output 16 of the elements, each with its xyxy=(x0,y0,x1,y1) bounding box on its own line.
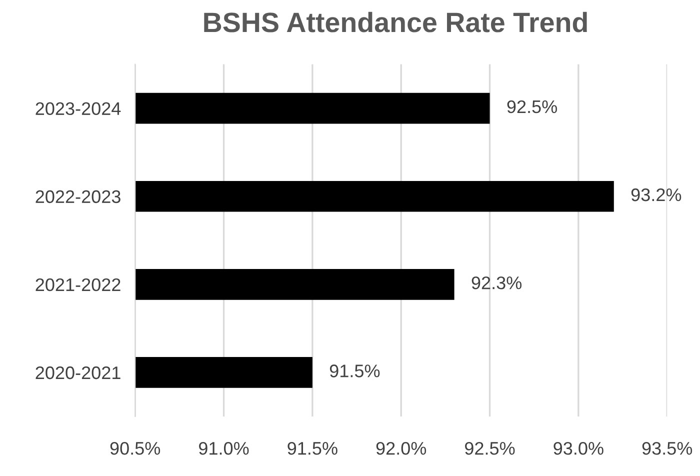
chart-title: BSHS Attendance Rate Trend xyxy=(204,12,587,32)
x-tick-label: 93.0% xyxy=(554,442,604,455)
y-tick-label: 2021-2022 xyxy=(36,278,120,292)
x-tick-label: 92.0% xyxy=(376,442,426,455)
data-label: 92.5% xyxy=(507,100,557,114)
x-tick-label: 91.5% xyxy=(288,442,338,455)
y-tick-label: 2020-2021 xyxy=(36,366,120,380)
x-tick-label: 93.5% xyxy=(642,442,692,455)
data-label: 93.2% xyxy=(631,188,682,202)
x-tick-label: 92.5% xyxy=(465,442,515,455)
data-label: 91.5% xyxy=(330,364,380,378)
y-tick-label: 2022-2023 xyxy=(36,190,120,204)
x-tick-label: 91.0% xyxy=(199,442,249,455)
data-label: 92.3% xyxy=(472,276,522,290)
y-tick-label: 2023-2024 xyxy=(36,102,121,116)
x-tick-label: 90.5% xyxy=(110,442,160,455)
